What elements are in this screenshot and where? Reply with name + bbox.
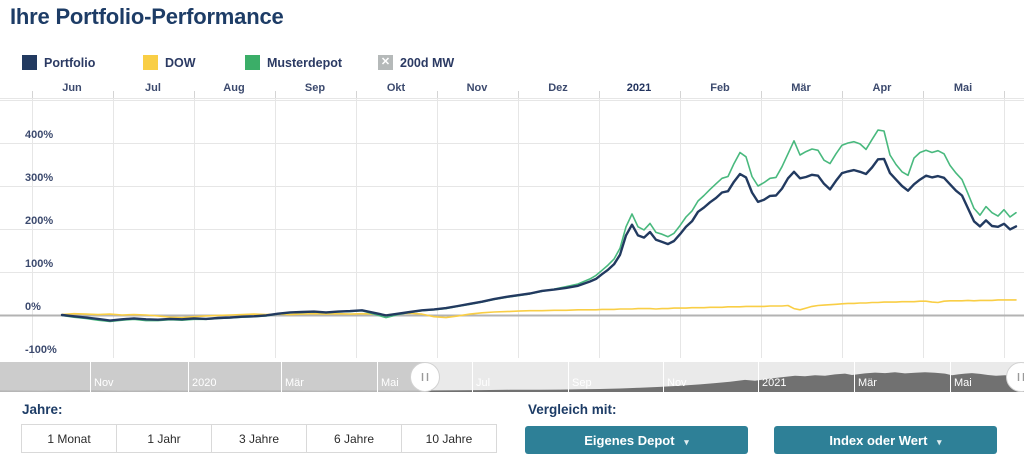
axis-tick — [113, 91, 114, 98]
series-color-swatch — [245, 55, 260, 70]
x-axis-label-mär: Mär — [791, 82, 811, 94]
index-oder-wert-dropdown-button[interactable]: Index oder Wert ▾ — [774, 426, 997, 454]
series-color-swatch — [143, 55, 158, 70]
performance-chart[interactable] — [0, 98, 1024, 359]
series-line-portfolio[interactable] — [60, 157, 1018, 322]
range-button-3-jahre[interactable]: 3 Jahre — [211, 424, 307, 453]
range-button-1-monat[interactable]: 1 Monat — [21, 424, 117, 453]
navigator-label-mai: Mai — [381, 377, 399, 389]
navigator-label-mai: Mai — [954, 377, 972, 389]
range-button-10-jahre[interactable]: 10 Jahre — [401, 424, 497, 453]
x-axis-label-apr: Apr — [872, 82, 892, 94]
navigator-label-mär: Mär — [285, 377, 304, 389]
x-axis-label-sep: Sep — [304, 82, 326, 94]
navigator-handle-left[interactable] — [410, 362, 440, 392]
x-axis-label-jul: Jul — [145, 82, 161, 94]
axis-tick — [518, 91, 519, 98]
range-button-group: 1 Monat 1 Jahr 3 Jahre 6 Jahre 10 Jahre — [21, 424, 497, 453]
navigator-label-2021: 2021 — [762, 377, 786, 389]
legend-item-dow[interactable]: DOW — [143, 55, 196, 70]
y-axis-label: 100% — [25, 258, 54, 270]
x-axis-label-2021: 2021 — [626, 82, 652, 94]
chart-navigator[interactable]: Nov 2020 Mär Mai Jul Sep Nov 2021 Mär Mai — [0, 362, 1024, 393]
axis-tick — [1004, 91, 1005, 98]
navigator-label-mär: Mär — [858, 377, 877, 389]
axis-tick — [275, 91, 276, 98]
jahre-label: Jahre: — [22, 402, 63, 417]
axis-tick — [761, 91, 762, 98]
page-title: Ihre Portfolio-Performance — [10, 4, 284, 29]
chart-plot-area[interactable] — [0, 98, 1024, 359]
eigenes-depot-dropdown-button[interactable]: Eigenes Depot ▾ — [525, 426, 748, 454]
axis-tick — [356, 91, 357, 98]
series-color-swatch — [22, 55, 37, 70]
x-axis-label-jun: Jun — [62, 82, 82, 94]
axis-tick — [842, 91, 843, 98]
legend-item-musterdepot[interactable]: Musterdepot — [245, 55, 342, 70]
axis-tick — [32, 91, 33, 98]
navigator-label-sep: Sep — [572, 377, 592, 389]
legend-label: 200d MW — [400, 55, 455, 70]
axis-tick — [599, 91, 600, 98]
navigator-masked-range[interactable] — [0, 362, 425, 392]
x-axis-label-feb: Feb — [710, 82, 730, 94]
navigator-mini-chart[interactable]: Nov 2020 Mär Mai Jul Sep Nov 2021 Mär Mai — [0, 362, 1024, 393]
series-line-dow[interactable] — [61, 299, 1017, 319]
range-button-6-jahre[interactable]: 6 Jahre — [306, 424, 402, 453]
y-axis-label: 0% — [25, 301, 41, 313]
y-axis-label: 300% — [25, 172, 54, 184]
chevron-down-icon: ▾ — [937, 436, 942, 447]
navigator-label-nov: Nov — [94, 377, 114, 389]
axis-tick — [194, 91, 195, 98]
y-axis-label: -100% — [25, 344, 57, 356]
y-axis-label: 400% — [25, 129, 54, 141]
legend-item-portfolio[interactable]: Portfolio — [22, 55, 95, 70]
vergleich-label: Vergleich mit: — [528, 402, 617, 417]
x-axis-label-mai: Mai — [953, 82, 973, 94]
legend-item-200d-mw[interactable]: ✕ 200d MW — [378, 55, 454, 70]
y-axis-label: 200% — [25, 215, 54, 227]
range-button-1-jahr[interactable]: 1 Jahr — [116, 424, 212, 453]
legend-label: Musterdepot — [267, 55, 342, 70]
x-axis-label-okt: Okt — [386, 82, 406, 94]
navigator-label-2020: 2020 — [192, 377, 216, 389]
eigenes-depot-label: Eigenes Depot — [584, 432, 675, 448]
x-axis-label-nov: Nov — [466, 82, 488, 94]
axis-tick — [923, 91, 924, 98]
index-oder-wert-label: Index oder Wert — [829, 432, 928, 448]
x-axis-label-aug: Aug — [223, 82, 245, 94]
legend-label: Portfolio — [44, 55, 96, 70]
axis-tick — [437, 91, 438, 98]
navigator-area-series — [0, 372, 1024, 392]
x-icon: ✕ — [378, 55, 393, 70]
legend-label: DOW — [165, 55, 196, 70]
x-axis-label-dez: Dez — [548, 82, 568, 94]
axis-tick — [680, 91, 681, 98]
navigator-label-jul: Jul — [476, 377, 490, 389]
navigator-label-nov: Nov — [667, 377, 687, 389]
chevron-down-icon: ▾ — [684, 436, 689, 447]
